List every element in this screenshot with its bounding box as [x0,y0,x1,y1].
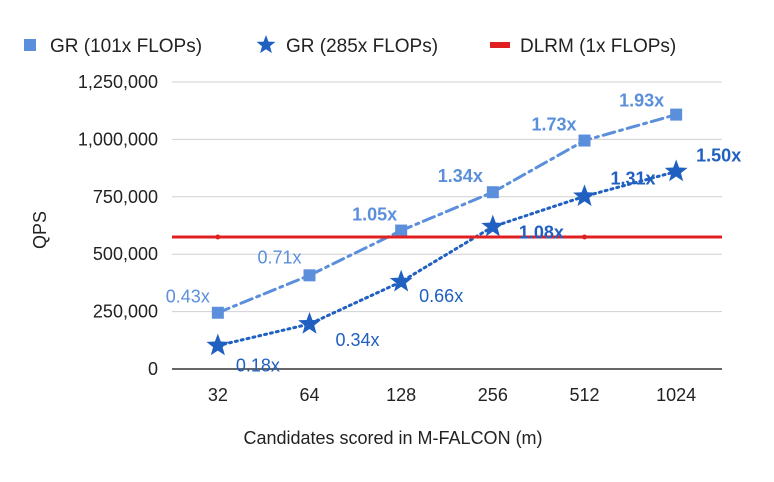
legend: GR (101x FLOPs) GR (285x FLOPs) DLRM (1x F… [24,35,676,57]
data-point-square [395,224,408,237]
legend-item: GR (101x FLOPs) [24,36,202,57]
data-label: 1.05x [352,205,397,225]
legend-star-icon [256,35,276,54]
data-point-square [578,134,591,147]
data-point-star [664,159,688,182]
data-label: 0.71x [257,247,301,267]
y-tick-label: 500,000 [93,244,158,264]
x-tick-label: 64 [299,385,319,405]
series-layer [172,108,722,356]
data-point-square [211,306,224,319]
data-point-square [486,186,499,199]
y-axis-title: QPS [30,211,50,249]
x-axis-title: Candidates scored in M-FALCON (m) [243,428,542,448]
data-label: 1.31x [611,168,656,188]
x-tick-label: 1024 [656,385,696,405]
data-point-star [573,184,596,207]
data-label: 1.50x [696,146,741,166]
series-line [216,170,678,348]
data-label: 0.34x [336,330,380,350]
data-point-square [303,269,316,282]
data-label: 1.34x [438,166,483,186]
y-tick-label: 0 [148,359,158,379]
legend-label: GR (285x FLOPs) [286,36,438,57]
y-tick-label: 250,000 [93,302,158,322]
x-axis-ticks: 32 64 128 256 512 1024 [208,385,696,405]
x-tick-label: 256 [478,385,508,405]
series-3 [172,234,722,240]
legend-line-icon [490,42,510,48]
data-point-star [389,269,413,292]
y-tick-label: 750,000 [93,187,158,207]
data-label: 1.08x [519,223,564,243]
y-tick-label: 1,000,000 [78,129,158,149]
series-line [216,113,678,315]
legend-label: DLRM (1x FLOPs) [520,36,676,57]
series-1 [211,108,683,319]
dlrm-point [582,234,587,240]
legend-item: GR (285x FLOPs) [256,35,438,57]
series-2 [206,159,688,356]
x-tick-label: 512 [569,385,599,405]
x-tick-label: 128 [386,385,416,405]
data-label: 1.93x [619,91,664,111]
dlrm-point [215,234,221,240]
legend-label: GR (101x FLOPs) [50,36,202,57]
legend-item: DLRM (1x FLOPs) [490,36,676,57]
data-label: 0.66x [419,286,463,306]
data-point-star [481,214,505,237]
data-point-star [298,312,321,334]
data-point-square [670,108,683,121]
data-point-star [206,333,230,356]
y-tick-label: 1,250,000 [78,72,158,92]
y-axis-ticks: 0 250,000 500,000 750,000 1,000,000 1,250,000 [78,72,158,379]
x-tick-label: 32 [208,385,228,405]
data-label: 0.18x [236,356,280,376]
data-label: 0.43x [166,287,210,307]
data-labels-layer: 0.43x 0.71x 1.05x 1.34x 1.73x 1.93x 0.18x 0.34x… [166,91,741,376]
legend-square-icon [24,39,36,51]
data-label: 1.73x [531,115,576,135]
